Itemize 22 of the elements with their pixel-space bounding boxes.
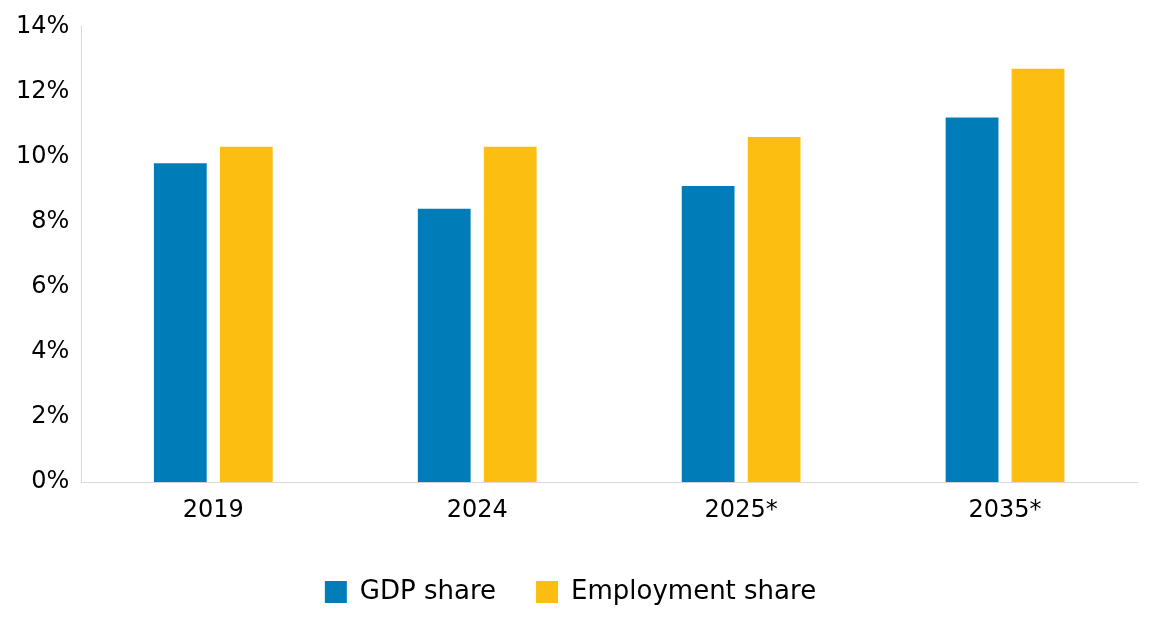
y-tick-label: 14% bbox=[16, 10, 70, 39]
bar bbox=[417, 208, 471, 483]
legend-label: GDP share bbox=[359, 574, 497, 605]
y-tick-label: 0% bbox=[31, 466, 70, 495]
y-tick-label: 6% bbox=[31, 271, 70, 300]
x-tick-label: 2024 bbox=[446, 494, 508, 523]
bar bbox=[747, 137, 801, 483]
y-tick-label: 12% bbox=[16, 75, 70, 104]
y-tick-label: 4% bbox=[31, 336, 70, 365]
bar bbox=[681, 185, 735, 483]
bar bbox=[153, 163, 207, 483]
bar bbox=[945, 117, 999, 483]
y-tick-label: 8% bbox=[31, 205, 70, 234]
bar bbox=[219, 146, 273, 483]
x-tick-label: 2035* bbox=[968, 494, 1042, 523]
legend-label: Employment share bbox=[571, 574, 817, 605]
bar bbox=[483, 146, 537, 483]
y-tick-label: 10% bbox=[16, 140, 70, 169]
x-tick-label: 2025* bbox=[704, 494, 778, 523]
y-tick-label: 2% bbox=[31, 401, 70, 430]
bar bbox=[1011, 68, 1065, 483]
x-tick-label: 2019 bbox=[182, 494, 244, 523]
